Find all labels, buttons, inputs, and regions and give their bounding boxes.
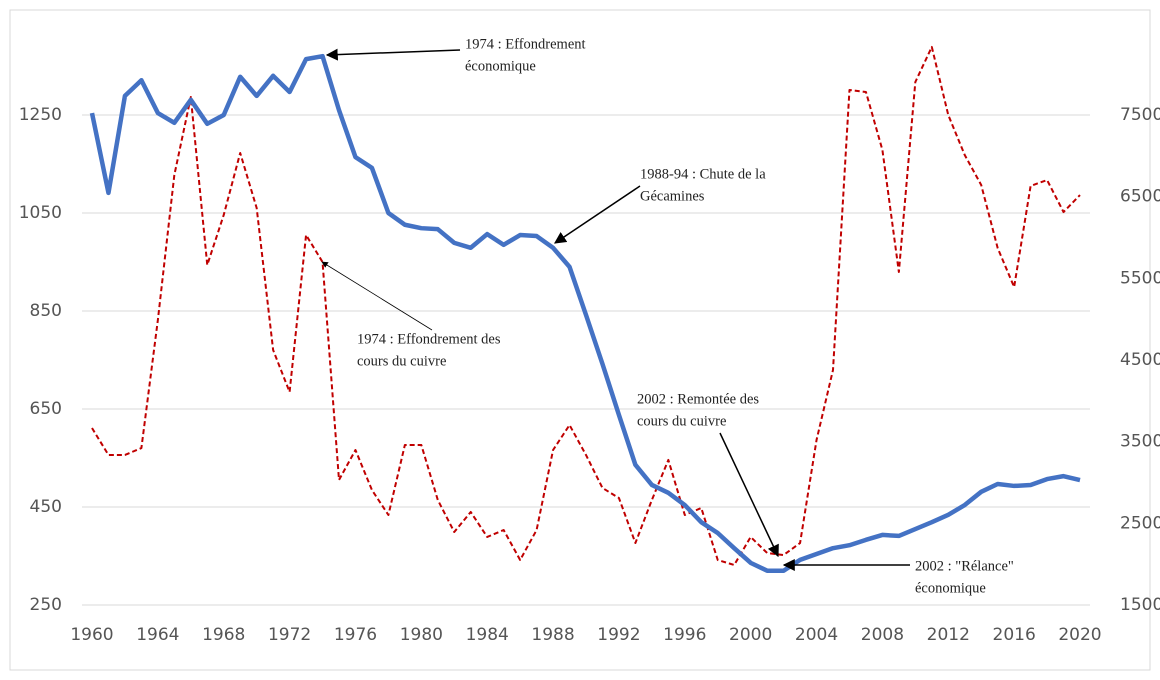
y2-tick-label: 4500 [1120,350,1160,370]
annotation-text: 1974 : Effondrement [465,36,586,52]
x-tick-label: 1964 [136,625,179,645]
x-tick-label: 1984 [466,625,509,645]
x-tick-label: 2020 [1058,625,1101,645]
y-tick-label: 1050 [19,203,62,223]
y-tick-label: 1250 [19,105,62,125]
y-tick-label: 450 [30,497,62,517]
y2-tick-label: 5500 [1120,268,1160,288]
x-tick-label: 1992 [597,625,640,645]
annotation-text: économique [465,58,536,74]
x-tick-label: 1960 [70,625,113,645]
annotation-arrow [719,432,779,558]
annotation-arrow [321,261,433,331]
y2-tick-label: 6500 [1120,187,1160,207]
annotation-arrow [554,185,641,244]
annotation-text: 1974 : Effondrement des [357,331,501,347]
x-tick-label: 2016 [993,625,1036,645]
y2-tick-label: 1500 [1120,595,1160,615]
x-tick-label: 2004 [795,625,838,645]
y2-tick-label: 7500 [1120,105,1160,125]
x-tick-label: 1968 [202,625,245,645]
x-tick-label: 2012 [927,625,970,645]
x-tick-label: 1980 [400,625,443,645]
series-line [89,53,1081,573]
x-tick-label: 1976 [334,625,377,645]
annotation-text: cours du cuivre [357,353,446,369]
annotation-text: cours du cuivre [637,413,726,429]
x-tick-label: 2008 [861,625,904,645]
x-tick-label: 2000 [729,625,772,645]
x-tick-label: 1988 [531,625,574,645]
y2-tick-label: 3500 [1120,432,1160,452]
series-line [91,45,1081,566]
annotation-text: 2002 : Remontée des [637,391,759,407]
y-tick-label: 650 [30,399,62,419]
x-tick-label: 1996 [663,625,706,645]
x-tick-label: 1972 [268,625,311,645]
y-tick-label: 250 [30,595,62,615]
annotation-text: 2002 : "Rélance" [915,558,1014,574]
annotation-text: Gécamines [640,188,705,204]
annotation-text: 1988-94 : Chute de la [640,166,766,182]
chart-border [9,9,1151,671]
annotation-text: économique [915,580,986,596]
annotation-arrow [325,48,461,61]
y-tick-label: 850 [30,301,62,321]
y2-tick-label: 2500 [1120,513,1160,533]
